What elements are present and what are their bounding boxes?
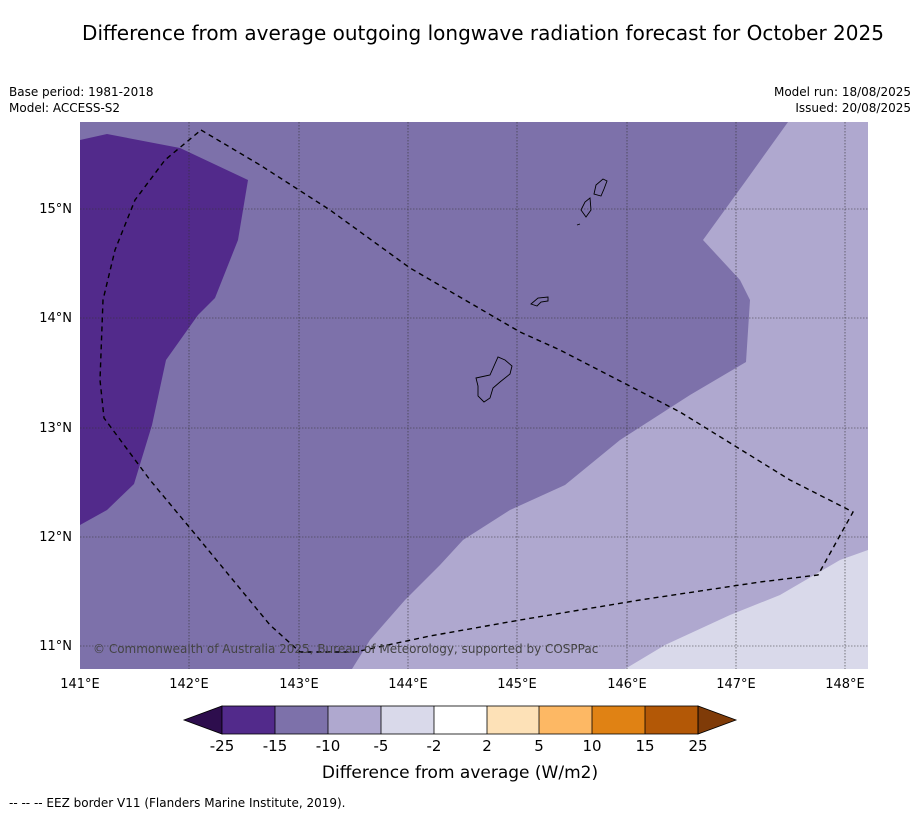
map-title: Difference from average outgoing longwav… [82, 21, 884, 45]
base-period: Base period: 1981-2018 [9, 85, 154, 99]
tinian-island [580, 197, 592, 218]
saipan-island [593, 178, 608, 197]
guam-island [475, 356, 513, 403]
rota-island [530, 296, 549, 307]
lon-label: 146°E [607, 677, 647, 692]
lon-label: 148°E [825, 677, 865, 692]
lon-label: 147°E [716, 677, 756, 692]
colorbar-tick: 2 [482, 737, 492, 755]
metadata-left: Base period: 1981-2018 Model: ACCESS-S2 [9, 84, 154, 116]
island-outlines [475, 178, 608, 403]
model-run: Model run: 18/08/2025 [773, 85, 911, 99]
colorbar-tick: 5 [534, 737, 544, 755]
lon-label: 141°E [60, 677, 100, 692]
lat-label: 12°N [39, 530, 72, 545]
colorbar-ticks: -25 -15 -10 -5 -2 2 5 10 15 25 [210, 737, 708, 755]
map-figure: © Commonwealth of Australia 2025, Bureau… [39, 122, 868, 783]
lat-label: 14°N [39, 311, 72, 326]
colorbar-label: Difference from average (W/m2) [322, 763, 598, 783]
colorbar-bin [434, 706, 487, 734]
colorbar-extend-high [697, 705, 738, 735]
lat-label: 13°N [39, 421, 72, 436]
copyright-notice: © Commonwealth of Australia 2025, Bureau… [93, 642, 598, 656]
colorbar-bin [328, 706, 381, 734]
lat-labels: 15°N 14°N 13°N 12°N 11°N [39, 202, 72, 654]
colorbar-bin [222, 706, 275, 734]
colorbar-tick: 15 [635, 737, 654, 755]
eez-border [99, 129, 854, 653]
eez-footnote: -- -- -- EEZ border V11 (Flanders Marine… [9, 796, 346, 810]
colorbar-bin [381, 706, 434, 734]
lon-labels: 141°E 142°E 143°E 144°E 145°E 146°E 147°… [60, 677, 865, 692]
colorbar-tick: -10 [316, 737, 341, 755]
lon-label: 144°E [388, 677, 428, 692]
lat-label: 11°N [39, 639, 72, 654]
colorbar-bin [275, 706, 328, 734]
colorbar-bin [645, 706, 698, 734]
map-panel [80, 122, 868, 669]
lon-label: 142°E [169, 677, 209, 692]
colorbar-bin [487, 706, 539, 734]
metadata-right: Model run: 18/08/2025 Issued: 20/08/2025 [774, 84, 911, 116]
colorbar-tick: 10 [582, 737, 601, 755]
graticule [80, 122, 868, 669]
colorbar-tick: -5 [374, 737, 389, 755]
issued-date: Issued: 20/08/2025 [795, 101, 911, 115]
colorbar-tick: -2 [427, 737, 442, 755]
band-minus15-minus10 [80, 122, 788, 669]
aguijan-island [576, 223, 581, 226]
colorbar-bin [592, 706, 645, 734]
colorbar: -25 -15 -10 -5 -2 2 5 10 15 25 Differenc… [182, 705, 738, 783]
band-minus5-minus2 [625, 550, 868, 669]
lon-label: 145°E [497, 677, 537, 692]
lon-label: 143°E [279, 677, 319, 692]
colorbar-tick: 25 [688, 737, 707, 755]
colorbar-tick: -15 [263, 737, 288, 755]
model-name: Model: ACCESS-S2 [9, 101, 121, 115]
lat-label: 15°N [39, 202, 72, 217]
colorbar-tick: -25 [210, 737, 235, 755]
colorbar-bin [539, 706, 592, 734]
colorbar-extend-low [182, 705, 223, 735]
